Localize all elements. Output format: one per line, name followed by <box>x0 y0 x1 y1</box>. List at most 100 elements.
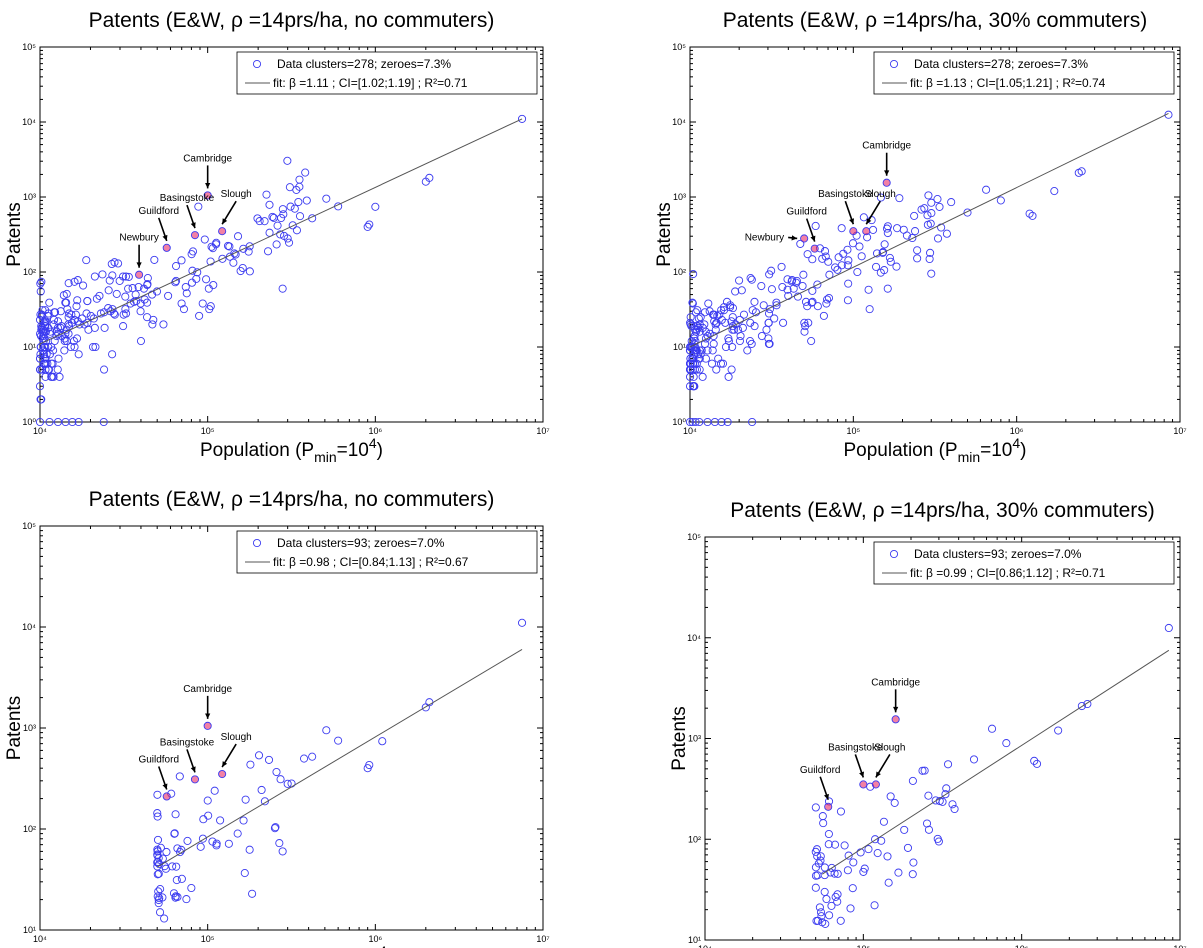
data-point <box>811 221 820 231</box>
data-point <box>701 354 710 363</box>
data-point <box>824 840 833 849</box>
data-point <box>276 230 285 239</box>
data-point <box>934 837 943 846</box>
y-tick-label: 10² <box>23 824 36 834</box>
y-axis-label: Patents <box>669 706 690 770</box>
data-point <box>204 811 213 820</box>
arrow-head <box>136 262 142 268</box>
arrow-head <box>205 183 211 189</box>
data-point <box>880 240 889 249</box>
data-point <box>154 854 163 863</box>
data-point <box>900 825 909 834</box>
data-point <box>801 297 811 306</box>
data-point <box>813 871 822 880</box>
data-point <box>257 785 266 795</box>
data-point <box>89 314 98 323</box>
data-point <box>36 395 45 404</box>
data-points <box>35 114 527 427</box>
data-point <box>363 222 372 231</box>
data-point <box>47 342 56 352</box>
data-point <box>35 315 45 324</box>
arrow-head <box>866 218 872 225</box>
data-point <box>302 196 311 205</box>
data-point <box>908 870 917 879</box>
data-point <box>727 317 736 326</box>
data-point <box>727 365 736 374</box>
data-point <box>935 202 944 211</box>
data-point <box>136 337 146 346</box>
data-point <box>689 269 698 279</box>
data-point <box>910 211 919 220</box>
data-point <box>811 803 820 812</box>
arrow-head <box>222 761 228 768</box>
data-point <box>820 887 829 896</box>
legend-markers-label: Data clusters=93; zeroes=7.0% <box>277 536 445 550</box>
data-point <box>276 775 285 784</box>
data-point <box>717 306 726 315</box>
data-point <box>933 195 942 204</box>
data-point <box>728 304 737 313</box>
scatter-chart: Patents (E&W, ρ =14prs/ha, no commuters)… <box>4 9 550 465</box>
data-point <box>873 849 882 858</box>
data-point <box>90 323 99 332</box>
data-point <box>1030 756 1039 765</box>
data-point <box>104 286 113 295</box>
data-point <box>108 305 117 314</box>
y-axis-label: Patents <box>654 202 675 266</box>
arrow-head <box>875 771 881 778</box>
data-point <box>864 285 873 294</box>
data-point <box>365 220 374 229</box>
data-point <box>269 213 278 222</box>
y-tick-label: 10² <box>673 267 686 277</box>
y-tick-label: 10¹ <box>673 342 686 352</box>
data-point <box>711 325 720 334</box>
data-point <box>833 890 842 899</box>
data-point <box>67 310 76 319</box>
legend: Data clusters=278; zeroes=7.3% fit: β =1.… <box>236 51 538 95</box>
data-point <box>173 844 182 853</box>
x-tick-label: 10⁷ <box>1173 944 1186 948</box>
data-point <box>721 318 730 327</box>
data-point <box>783 275 792 284</box>
data-point <box>714 354 723 363</box>
data-point <box>927 269 936 278</box>
data-point <box>283 779 292 788</box>
data-point <box>216 816 225 825</box>
data-point <box>82 309 91 318</box>
data-point <box>695 365 704 374</box>
data-point <box>876 268 885 277</box>
legend-fit-label: fit: β =1.13 ; CI=[1.05;1.21] ; R²=0.74 <box>910 76 1106 90</box>
chart-panel-bottom-right: Patents (E&W, ρ =14prs/ha, 30% commuters… <box>600 474 1200 948</box>
y-tick-label: 10³ <box>673 192 686 202</box>
arrow-head <box>162 783 168 790</box>
y-tick-label: 10⁴ <box>687 633 701 643</box>
data-point <box>278 847 287 856</box>
arrow-head <box>849 218 855 225</box>
fit-line <box>821 649 1170 875</box>
data-point <box>818 918 827 927</box>
data-point <box>918 766 927 775</box>
data-point <box>52 331 61 341</box>
data-point <box>230 249 239 258</box>
data-point <box>92 294 101 303</box>
data-point <box>421 177 430 186</box>
data-point <box>825 270 834 279</box>
data-point <box>74 350 83 359</box>
highlight-point <box>203 721 212 730</box>
data-point <box>90 272 99 281</box>
annotation-slough: Slough <box>221 732 252 743</box>
annotation-cambridge: Cambridge <box>862 141 911 152</box>
data-point <box>322 726 331 735</box>
data-point <box>253 214 262 223</box>
data-point <box>179 305 189 314</box>
data-point <box>105 276 114 285</box>
data-point <box>942 784 951 793</box>
data-point <box>820 247 830 256</box>
data-point <box>813 280 822 289</box>
data-point <box>728 313 737 322</box>
data-point <box>767 285 776 294</box>
arrow-head <box>893 706 899 713</box>
data-point <box>871 835 880 844</box>
data-point <box>924 791 933 800</box>
data-point <box>121 272 131 281</box>
